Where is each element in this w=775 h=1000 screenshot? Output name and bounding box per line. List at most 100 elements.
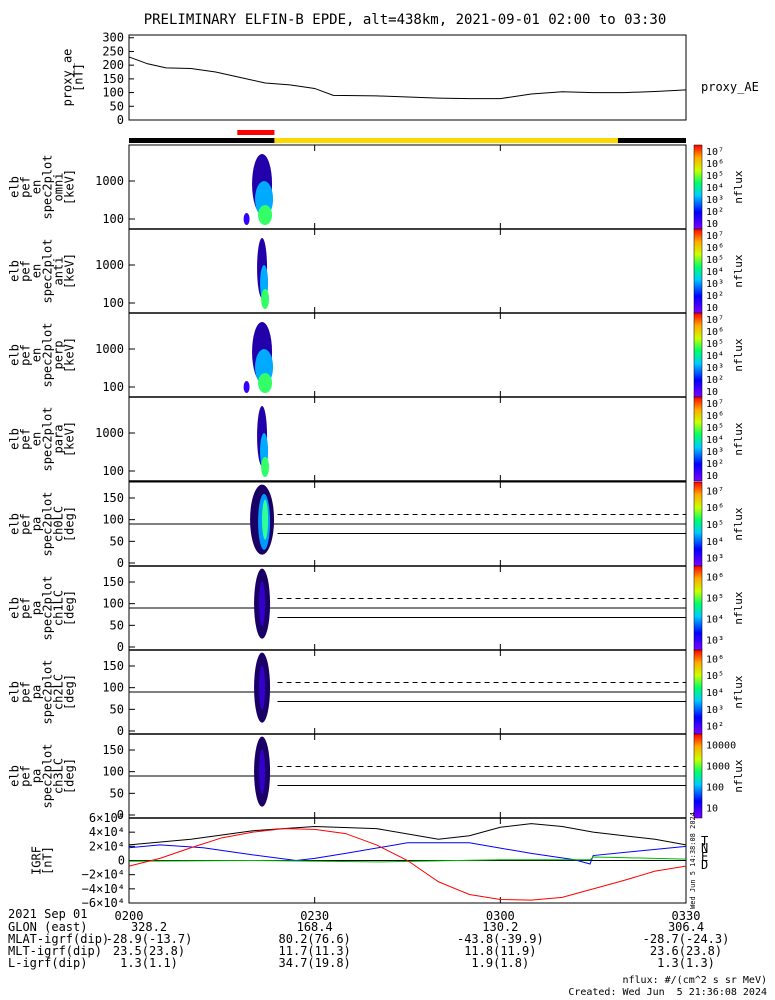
pitch-ylabel-line: ch1LC	[52, 590, 66, 626]
spectrum-ylabel-line: pef	[19, 428, 33, 450]
pitch-tick-label: 50	[110, 702, 124, 716]
pitch-tick-label: 150	[102, 491, 124, 505]
footer-row-value: 168.4	[296, 920, 333, 934]
igrf-tick-label: −2×10⁴	[82, 868, 125, 882]
spectrum-ylabel-line: spec2plot	[41, 406, 55, 471]
time-axis-label: 0330	[672, 909, 701, 923]
pitch-colorbar	[693, 649, 703, 735]
pitch-tick-label: 0	[117, 556, 124, 570]
spectrum-ylabel-line: elb	[8, 428, 22, 450]
igrf-N-line	[128, 842, 687, 865]
colorbar-label: nflux	[732, 759, 745, 792]
igrf-D-line	[128, 828, 687, 901]
colorbar-tick-label: 10⁵	[706, 339, 724, 350]
proxy-ae-tick-label: 150	[102, 72, 124, 86]
spectrum-ylabel-line: en	[30, 432, 44, 446]
colorbar-tick-label: 10⁶	[706, 654, 724, 665]
science-zone-bar	[237, 130, 275, 135]
spectrum-ylabel-line: anti	[52, 257, 66, 286]
igrf-legend-T: T	[701, 834, 708, 848]
igrf-tick-label: −6×10⁴	[82, 896, 125, 910]
spectrum-ylabel-line: pef	[19, 176, 33, 198]
pitch-tick-label: 150	[102, 743, 124, 757]
pitch-tick-label: 100	[102, 513, 124, 527]
colorbar-tick-label: 10⁶	[706, 503, 724, 514]
pitch-ylabel-line: spec2plot	[41, 659, 55, 724]
footer-row-value: 23.6(23.8)	[649, 944, 723, 958]
colorbar-tick-label: 10⁶	[706, 411, 724, 422]
colorbar-tick-label: 10³	[706, 447, 724, 458]
proxy-ae-frame	[128, 34, 687, 121]
pitch-flux-patch	[259, 665, 266, 710]
igrf-legend-E: E	[701, 850, 708, 864]
footer-row-value: 130.2	[482, 920, 519, 934]
colorbar-label: nflux	[732, 507, 745, 540]
spectrum-ylabel-line: en	[30, 264, 44, 278]
pitch-flux-patch	[259, 581, 266, 626]
colorbar-tick-label: 10⁶	[706, 243, 724, 254]
pitch-tick-label: 100	[102, 597, 124, 611]
pitch-colorbar	[693, 733, 703, 819]
proxy-ae-tick-label: 250	[102, 44, 124, 58]
colorbar-tick-label: 10³	[706, 554, 724, 565]
colorbar-tick-label: 10	[706, 471, 718, 482]
footer-row-value: 23.5(23.8)	[112, 944, 186, 958]
igrf-tick-label: 6×10⁴	[89, 811, 125, 825]
spectrum-tick-label: 100	[102, 212, 124, 226]
colorbar-tick-label: 10	[706, 219, 718, 230]
colorbar-tick-label: 10⁵	[706, 171, 724, 182]
pitch-ylabel-line: [deg]	[63, 758, 77, 794]
time-axis-label: 0200	[115, 909, 144, 923]
colorbar-tick-label: 10²	[706, 207, 724, 218]
colorbar-label: nflux	[732, 254, 745, 287]
pitch-ylabel-line: spec2plot	[41, 491, 55, 556]
igrf-legend-D: D	[701, 858, 708, 872]
time-axis-label: 0230	[300, 909, 329, 923]
footer-row-value: 1.3(1.3)	[657, 956, 715, 970]
pitch-ylabel-line: pa	[30, 769, 44, 783]
spectrum-ylabel-line: spec2plot	[41, 154, 55, 219]
colorbar-tick-label: 10⁷	[706, 486, 724, 497]
pitch-ylabel-line: pa	[30, 685, 44, 699]
colorbar-tick-label: 10⁴	[706, 688, 724, 699]
colorbar-tick-label: 10⁶	[706, 573, 724, 584]
footer-row-label: GLON (east)	[8, 920, 88, 934]
pitch-ylabel-line: [deg]	[63, 590, 77, 626]
pitch-tick-label: 150	[102, 659, 124, 673]
igrf-ylabel-line: [nT]	[41, 846, 55, 875]
proxy-ae-tick-label: 0	[117, 113, 124, 127]
pitch-tick-label: 0	[117, 640, 124, 654]
spectrum-tick-label: 1000	[95, 258, 124, 272]
spectrum-tick-label: 1000	[95, 426, 124, 440]
colorbar-tick-label: 10⁵	[706, 423, 724, 434]
footer-row-label: MLT-igrf(dip)	[8, 944, 102, 958]
igrf-tick-label: 4×10⁴	[89, 825, 125, 839]
pitch-flux-patch	[259, 749, 266, 794]
colorbar-tick-label: 1000	[706, 762, 730, 773]
proxy-ae-series-label: proxy_AE	[701, 80, 759, 94]
flux-patch	[243, 381, 250, 393]
footer-row-value: -28.9(-13.7)	[105, 932, 193, 946]
proxy-ae-ylabel-line: proxy_ae	[61, 49, 75, 107]
created-timestamp: Created: Wed Jun 5 21:36:08 2024	[568, 987, 767, 998]
flux-patch	[243, 213, 250, 225]
spectrum-tick-label: 1000	[95, 174, 124, 188]
pitch-ylabel-line: pef	[19, 513, 33, 535]
footer-row-value: 1.9(1.8)	[471, 956, 530, 970]
pitch-tick-label: 100	[102, 681, 124, 695]
colorbar-tick-label: 10⁵	[706, 520, 724, 531]
pitch-ylabel-line: elb	[8, 681, 22, 703]
colorbar-tick-label: 10³	[706, 363, 724, 374]
spectrum-ylabel-line: elb	[8, 260, 22, 282]
igrf-T-line	[128, 823, 687, 846]
colorbar-tick-label: 10³	[706, 636, 724, 647]
colorbar-label: nflux	[732, 675, 745, 708]
igrf-tick-label: 2×10⁴	[89, 839, 125, 853]
chart-title: PRELIMINARY ELFIN-B EPDE, alt=438km, 202…	[144, 12, 667, 28]
pitch-ylabel-line: ch3LC	[52, 758, 66, 794]
colorbar-tick-label: 10	[706, 387, 718, 398]
footer-row-value: 11.8(11.9)	[464, 944, 537, 958]
proxy-ae-ylabel-line: [nT]	[72, 63, 86, 92]
